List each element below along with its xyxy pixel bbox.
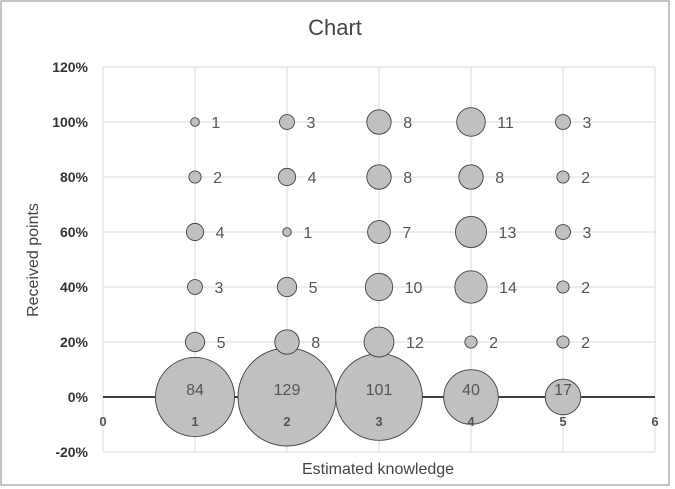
bubble-data-label: 3 — [582, 115, 591, 132]
bubble-data-label: 13 — [499, 225, 517, 242]
bubble-data-label: 17 — [554, 382, 572, 399]
bubble — [364, 272, 394, 302]
bubble — [277, 167, 297, 187]
bubble-data-label: 14 — [499, 280, 517, 297]
bubble-data-label: 3 — [214, 280, 223, 297]
bubble — [555, 114, 571, 130]
bubble — [274, 329, 300, 355]
bubble-data-label: 8 — [403, 170, 412, 187]
bubble-data-label: 12 — [406, 335, 424, 352]
x-tick-label: 2 — [283, 414, 290, 429]
bubble-data-label: 4 — [308, 170, 317, 187]
bubble — [366, 164, 392, 190]
bubble-data-label: 8 — [311, 335, 320, 352]
bubble — [454, 215, 488, 249]
bubble — [155, 357, 235, 437]
bubble-layer — [155, 107, 582, 447]
bubble — [556, 335, 570, 349]
bubble-data-label: 8 — [495, 170, 504, 187]
bubble — [188, 170, 202, 184]
chart-title: Chart — [308, 15, 362, 40]
bubble — [456, 107, 486, 137]
bubble — [185, 222, 205, 242]
bubble-data-label: 3 — [582, 225, 591, 242]
bubble — [454, 270, 488, 304]
bubble — [555, 224, 571, 240]
bubble — [282, 227, 292, 237]
y-axis-title: Received points — [25, 203, 42, 317]
bubble — [363, 326, 395, 358]
bubble — [190, 117, 200, 127]
x-tick-label: 3 — [375, 414, 382, 429]
y-tick-label: 60% — [60, 224, 89, 240]
x-tick-label: 4 — [467, 414, 475, 429]
bubble — [187, 279, 203, 295]
bubble-data-label: 2 — [581, 170, 590, 187]
y-tick-label: 0% — [68, 389, 89, 405]
bubble — [279, 114, 295, 130]
bubble-data-label: 101 — [366, 382, 393, 399]
y-tick-label: 40% — [60, 279, 89, 295]
bubble-data-label: 5 — [217, 335, 226, 352]
bubble-data-label: 5 — [309, 280, 318, 297]
bubble-data-label: 1 — [303, 225, 312, 242]
bubble — [366, 109, 392, 135]
label-layer: 1243584341581298871012101118131424032322… — [99, 115, 658, 429]
x-tick-label: 1 — [191, 414, 198, 429]
bubble-data-label: 4 — [216, 225, 225, 242]
bubble-data-label: 11 — [497, 115, 514, 132]
bubble — [443, 369, 499, 425]
bubble — [544, 378, 582, 416]
bubble-data-label: 3 — [306, 115, 315, 132]
bubble-data-label: 2 — [581, 335, 590, 352]
bubble — [184, 331, 206, 353]
bubble — [556, 170, 570, 184]
bubble — [464, 335, 478, 349]
bubble — [276, 276, 298, 298]
bubble-data-label: 84 — [186, 382, 204, 399]
bubble — [556, 280, 570, 294]
bubble-data-label: 40 — [462, 382, 480, 399]
x-tick-label: 6 — [651, 414, 658, 429]
bubble — [458, 164, 484, 190]
x-tick-label: 0 — [99, 414, 106, 429]
bubble-data-label: 129 — [274, 382, 301, 399]
bubble — [367, 220, 391, 244]
x-axis-title: Estimated knowledge — [302, 461, 454, 478]
y-tick-label: 80% — [60, 169, 89, 185]
bubble-data-label: 2 — [581, 280, 590, 297]
x-tick-label: 5 — [559, 414, 566, 429]
bubble-data-label: 2 — [489, 335, 498, 352]
y-tick-label: -20% — [55, 444, 88, 460]
bubble-data-label: 2 — [213, 170, 222, 187]
y-tick-label: 100% — [52, 114, 88, 130]
bubble-data-label: 1 — [211, 115, 220, 132]
bubble-data-label: 7 — [402, 225, 411, 242]
y-tick-label: 120% — [52, 59, 88, 75]
y-tick-label: 20% — [60, 334, 89, 350]
bubble-data-label: 8 — [403, 115, 412, 132]
bubble-data-label: 10 — [405, 280, 423, 297]
